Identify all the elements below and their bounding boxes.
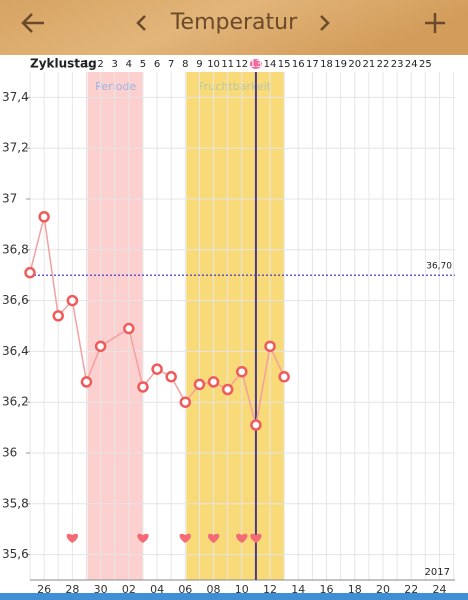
cycle-day: 14 xyxy=(264,59,277,70)
fertile-label: Fruchtbarkeit xyxy=(198,80,271,93)
data-point xyxy=(236,365,248,378)
x-tick-label: 08 xyxy=(207,583,221,596)
x-tick-label: 18 xyxy=(348,583,362,596)
cycle-day: 13 xyxy=(250,59,263,70)
today-marker xyxy=(249,59,262,69)
x-tick-label: 02 xyxy=(122,583,136,596)
heart-icon xyxy=(207,533,220,543)
cycle-label: Zyklustag xyxy=(30,57,97,71)
data-point xyxy=(221,383,234,396)
x-tick-label: 30 xyxy=(94,583,108,596)
data-point xyxy=(137,381,149,393)
data-point xyxy=(24,266,36,279)
y-tick-label: 37 xyxy=(2,192,17,206)
heart-icon xyxy=(137,533,149,543)
x-tick-label: 28 xyxy=(65,583,79,596)
y-tick-label: 35,6 xyxy=(2,547,29,561)
prev-button[interactable] xyxy=(136,15,146,31)
x-tick-label: 16 xyxy=(320,583,334,596)
x-tick-label: 20 xyxy=(376,583,390,596)
y-tick-label: 36,6 xyxy=(2,293,29,307)
data-point xyxy=(38,211,50,223)
year-label: 2017 xyxy=(425,567,450,578)
line-segment xyxy=(241,371,257,426)
line-segment xyxy=(128,328,144,388)
cycle-day: 6 xyxy=(154,59,160,70)
x-tick-label: 04 xyxy=(150,583,164,596)
heart-icon xyxy=(250,533,262,543)
data-point xyxy=(179,396,192,408)
data-point xyxy=(278,371,290,383)
cycle-day: 8 xyxy=(182,59,188,70)
heart-icon xyxy=(66,533,79,543)
cycle-day: 3 xyxy=(112,59,118,70)
cycle-day: 19 xyxy=(334,59,347,70)
cycle-day: 5 xyxy=(140,59,146,70)
data-point xyxy=(207,376,220,388)
bottom-bar xyxy=(0,593,468,600)
cycle-day: 1 xyxy=(83,59,89,70)
cycle-day: 9 xyxy=(196,59,202,70)
x-tick-label: 12 xyxy=(263,583,277,596)
line-segment xyxy=(85,346,102,383)
x-tick-label: 22 xyxy=(404,583,418,596)
data-point xyxy=(250,419,262,431)
line-segment xyxy=(43,216,59,316)
data-point xyxy=(193,378,206,391)
y-tick-label: 36,2 xyxy=(2,395,29,409)
cycle-day: 21 xyxy=(363,59,376,70)
line-segment xyxy=(71,300,88,383)
data-point xyxy=(123,322,135,335)
data-point xyxy=(94,340,107,353)
cycle-day: 15 xyxy=(278,59,291,70)
x-tick-label: 26 xyxy=(37,583,51,596)
cycle-day: 17 xyxy=(306,59,319,70)
header-bar xyxy=(0,0,468,55)
period-label: Periode xyxy=(95,80,136,93)
data-point xyxy=(165,371,177,383)
cover-line-label: 36,70 xyxy=(426,262,452,272)
cycle-day: 23 xyxy=(391,59,404,70)
x-tick-label: 14 xyxy=(291,583,305,596)
data-point xyxy=(66,294,79,307)
cycle-day: 25 xyxy=(419,59,432,70)
x-tick-label: 10 xyxy=(235,583,249,596)
fertile-band xyxy=(186,72,285,580)
data-point xyxy=(52,310,64,322)
data-point xyxy=(151,363,163,375)
heart-icon xyxy=(179,533,192,543)
y-tick-label: 35,8 xyxy=(2,496,29,510)
cycle-day: 16 xyxy=(292,59,305,70)
cycle-day: 20 xyxy=(348,59,361,70)
cycle-day: 2 xyxy=(97,59,103,70)
cycle-day: 24 xyxy=(405,59,418,70)
y-tick-label: 36,8 xyxy=(2,242,29,256)
cycle-day: 22 xyxy=(377,59,390,70)
cycle-day: 18 xyxy=(320,59,333,70)
x-tick-label: 24 xyxy=(432,583,446,596)
y-tick-label: 36,4 xyxy=(2,344,29,358)
line-segment xyxy=(29,216,45,273)
line-segment xyxy=(255,346,271,426)
cycle-day: 7 xyxy=(168,59,174,70)
cycle-day: 12 xyxy=(235,59,248,70)
cycle-day: 4 xyxy=(126,59,132,70)
data-point xyxy=(264,340,276,353)
y-tick-label: 37,2 xyxy=(2,141,29,155)
next-button[interactable] xyxy=(320,15,330,31)
add-button[interactable] xyxy=(425,13,445,33)
cycle-day: 10 xyxy=(207,59,220,70)
back-button[interactable] xyxy=(21,13,44,33)
y-tick-label: 36 xyxy=(2,446,17,460)
header-title: Temperatur xyxy=(170,10,298,35)
cycle-day: 11 xyxy=(221,59,234,70)
data-point xyxy=(80,376,93,388)
heart-icon xyxy=(236,533,248,543)
x-tick-label: 06 xyxy=(178,583,192,596)
y-tick-label: 37,4 xyxy=(2,90,29,104)
